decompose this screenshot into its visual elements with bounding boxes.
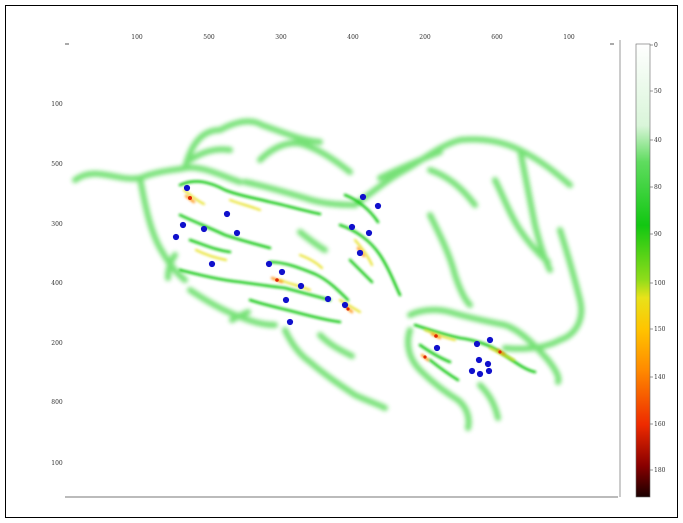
x-tick-label: 600 <box>491 34 503 41</box>
y-tick-label: 500 <box>51 161 63 168</box>
x-tick-label: 400 <box>347 34 359 41</box>
x-tick-label: 300 <box>275 34 287 41</box>
y-tick-label: 800 <box>51 399 63 406</box>
x-tick-labels: 100 500 300 400 200 600 100 <box>131 34 575 41</box>
data-point <box>223 210 231 218</box>
colorbar: 0 50 40 80 90 100 150 140 160 180 <box>635 42 666 498</box>
y-tick-label: 200 <box>51 340 63 347</box>
y-tick-label: 100 <box>51 460 63 467</box>
data-point <box>468 367 476 375</box>
y-tick-label: 400 <box>51 280 63 287</box>
colorbar-label: 40 <box>654 137 662 144</box>
data-point <box>374 202 382 210</box>
y-tick-labels: 100 500 300 400 200 800 100 <box>51 101 63 467</box>
data-point <box>473 340 481 348</box>
data-point <box>282 296 290 304</box>
data-point <box>341 301 349 309</box>
colorbar-label: 50 <box>654 88 662 95</box>
data-point <box>179 221 187 229</box>
y-tick-label: 300 <box>51 221 63 228</box>
points-layer <box>172 184 494 378</box>
data-point <box>208 260 216 268</box>
data-point <box>297 282 305 290</box>
colorbar-label: 160 <box>654 421 666 428</box>
colorbar-gradient <box>635 43 651 498</box>
data-point <box>476 370 484 378</box>
colorbar-label: 100 <box>654 280 666 287</box>
data-point <box>485 367 493 375</box>
data-point <box>324 295 332 303</box>
colorbar-label: 0 <box>654 42 658 49</box>
plot-frame <box>5 5 678 518</box>
data-point <box>265 260 273 268</box>
axes <box>65 40 621 498</box>
data-point <box>183 184 191 192</box>
data-point <box>172 233 180 241</box>
colorbar-label: 90 <box>654 231 662 238</box>
data-point <box>348 223 356 231</box>
heatmap-network <box>72 118 585 431</box>
colorbar-label: 180 <box>654 467 666 474</box>
data-point <box>286 318 294 326</box>
x-tick-label: 500 <box>203 34 215 41</box>
colorbar-label: 80 <box>654 184 662 191</box>
data-point <box>233 229 241 237</box>
x-tick-label: 100 <box>131 34 143 41</box>
data-point <box>433 344 441 352</box>
data-point <box>365 229 373 237</box>
x-tick-label: 100 <box>563 34 575 41</box>
x-tick-label: 200 <box>419 34 431 41</box>
data-point <box>356 249 364 257</box>
data-point <box>359 193 367 201</box>
data-point <box>486 336 494 344</box>
data-point <box>200 225 208 233</box>
colorbar-label: 150 <box>654 326 666 333</box>
data-point <box>484 360 492 368</box>
data-point <box>475 356 483 364</box>
y-tick-label: 100 <box>51 101 63 108</box>
data-point <box>278 268 286 276</box>
colorbar-label: 140 <box>654 374 666 381</box>
